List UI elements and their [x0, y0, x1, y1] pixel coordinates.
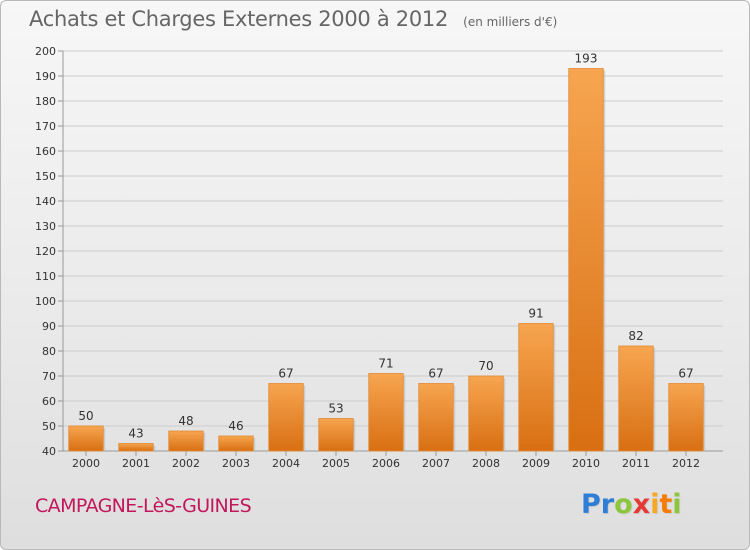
- y-tick-label: 190: [35, 70, 56, 83]
- y-tick-label: 150: [35, 170, 56, 183]
- value-label-2009: 91: [528, 307, 543, 321]
- x-tick-label-2012: 2012: [672, 457, 700, 470]
- x-tick-label-2003: 2003: [222, 457, 250, 470]
- y-tick-label: 110: [35, 270, 56, 283]
- bar-value-labels: 50 43 48 46 67 53 71 67 70 91 193 82 67: [78, 52, 693, 441]
- bar-2006: [368, 373, 404, 452]
- bar-2008: [468, 375, 504, 452]
- y-tick-label: 50: [42, 420, 56, 433]
- x-tick-label-2005: 2005: [322, 457, 350, 470]
- bar-2002: [168, 430, 204, 452]
- bar-2011: [618, 345, 654, 452]
- value-label-2004: 67: [278, 367, 293, 381]
- bar-2001: [118, 443, 154, 452]
- bar-2010: [568, 68, 604, 452]
- bar-2007: [418, 383, 454, 452]
- value-label-2011: 82: [628, 329, 643, 343]
- value-label-2012: 67: [678, 367, 693, 381]
- y-tick-label: 130: [35, 220, 56, 233]
- logo-letter: i: [650, 489, 660, 520]
- value-label-2005: 53: [328, 402, 343, 416]
- bars: [68, 68, 706, 452]
- y-tick-label: 170: [35, 120, 56, 133]
- value-label-2003: 46: [228, 419, 243, 433]
- logo-letter: x: [632, 489, 651, 520]
- logo-letter: i: [672, 489, 682, 520]
- logo-letter: o: [614, 489, 633, 520]
- chart-title: Achats et Charges Externes 2000 à 2012: [29, 7, 449, 31]
- y-tick-label: 80: [42, 345, 56, 358]
- bar-2005: [318, 418, 354, 452]
- commune-name: CAMPAGNE-LèS-GUINES: [35, 495, 252, 517]
- y-tick-label: 90: [42, 320, 56, 333]
- chart-subtitle: (en milliers d'€): [463, 15, 558, 29]
- value-label-2010: 193: [575, 52, 598, 66]
- y-tick-label: 60: [42, 395, 56, 408]
- logo-letter: t: [659, 489, 673, 520]
- proxiti-logo[interactable]: Proxiti: [581, 489, 682, 520]
- x-tick-label-2006: 2006: [372, 457, 400, 470]
- value-label-2007: 67: [428, 367, 443, 381]
- value-label-2001: 43: [128, 427, 143, 441]
- value-label-2006: 71: [378, 357, 393, 371]
- y-tick-label: 200: [35, 45, 56, 58]
- y-tick-label: 70: [42, 370, 56, 383]
- value-label-2008: 70: [478, 359, 493, 373]
- bar-2003: [218, 435, 254, 452]
- x-tick-label-2007: 2007: [422, 457, 450, 470]
- x-tick-label-2002: 2002: [172, 457, 200, 470]
- y-tick-label: 160: [35, 145, 56, 158]
- value-label-2000: 50: [78, 409, 93, 423]
- y-tick-label: 120: [35, 245, 56, 258]
- title-row: Achats et Charges Externes 2000 à 2012 (…: [29, 7, 557, 31]
- bar-2009: [518, 323, 554, 452]
- x-tick-label-2010: 2010: [572, 457, 600, 470]
- y-tick-label: 180: [35, 95, 56, 108]
- x-tick-label-2011: 2011: [622, 457, 650, 470]
- logo-letter: r: [600, 489, 615, 520]
- y-tick-label: 100: [35, 295, 56, 308]
- y-tick-label: 40: [42, 445, 56, 458]
- x-tick-label-2004: 2004: [272, 457, 300, 470]
- bar-2012: [668, 383, 704, 452]
- y-tick-label: 140: [35, 195, 56, 208]
- x-tick-label-2008: 2008: [472, 457, 500, 470]
- x-axis-ticks: 2000 2001 2002 2003 2004 2005 2006 2007 2008 2009…: [72, 451, 700, 470]
- value-label-2002: 48: [178, 414, 193, 428]
- bar-2000: [68, 425, 104, 452]
- bar-2004: [268, 383, 304, 452]
- logo-letter: P: [581, 489, 601, 520]
- x-tick-label-2001: 2001: [122, 457, 150, 470]
- x-tick-label-2000: 2000: [72, 457, 100, 470]
- x-tick-label-2009: 2009: [522, 457, 550, 470]
